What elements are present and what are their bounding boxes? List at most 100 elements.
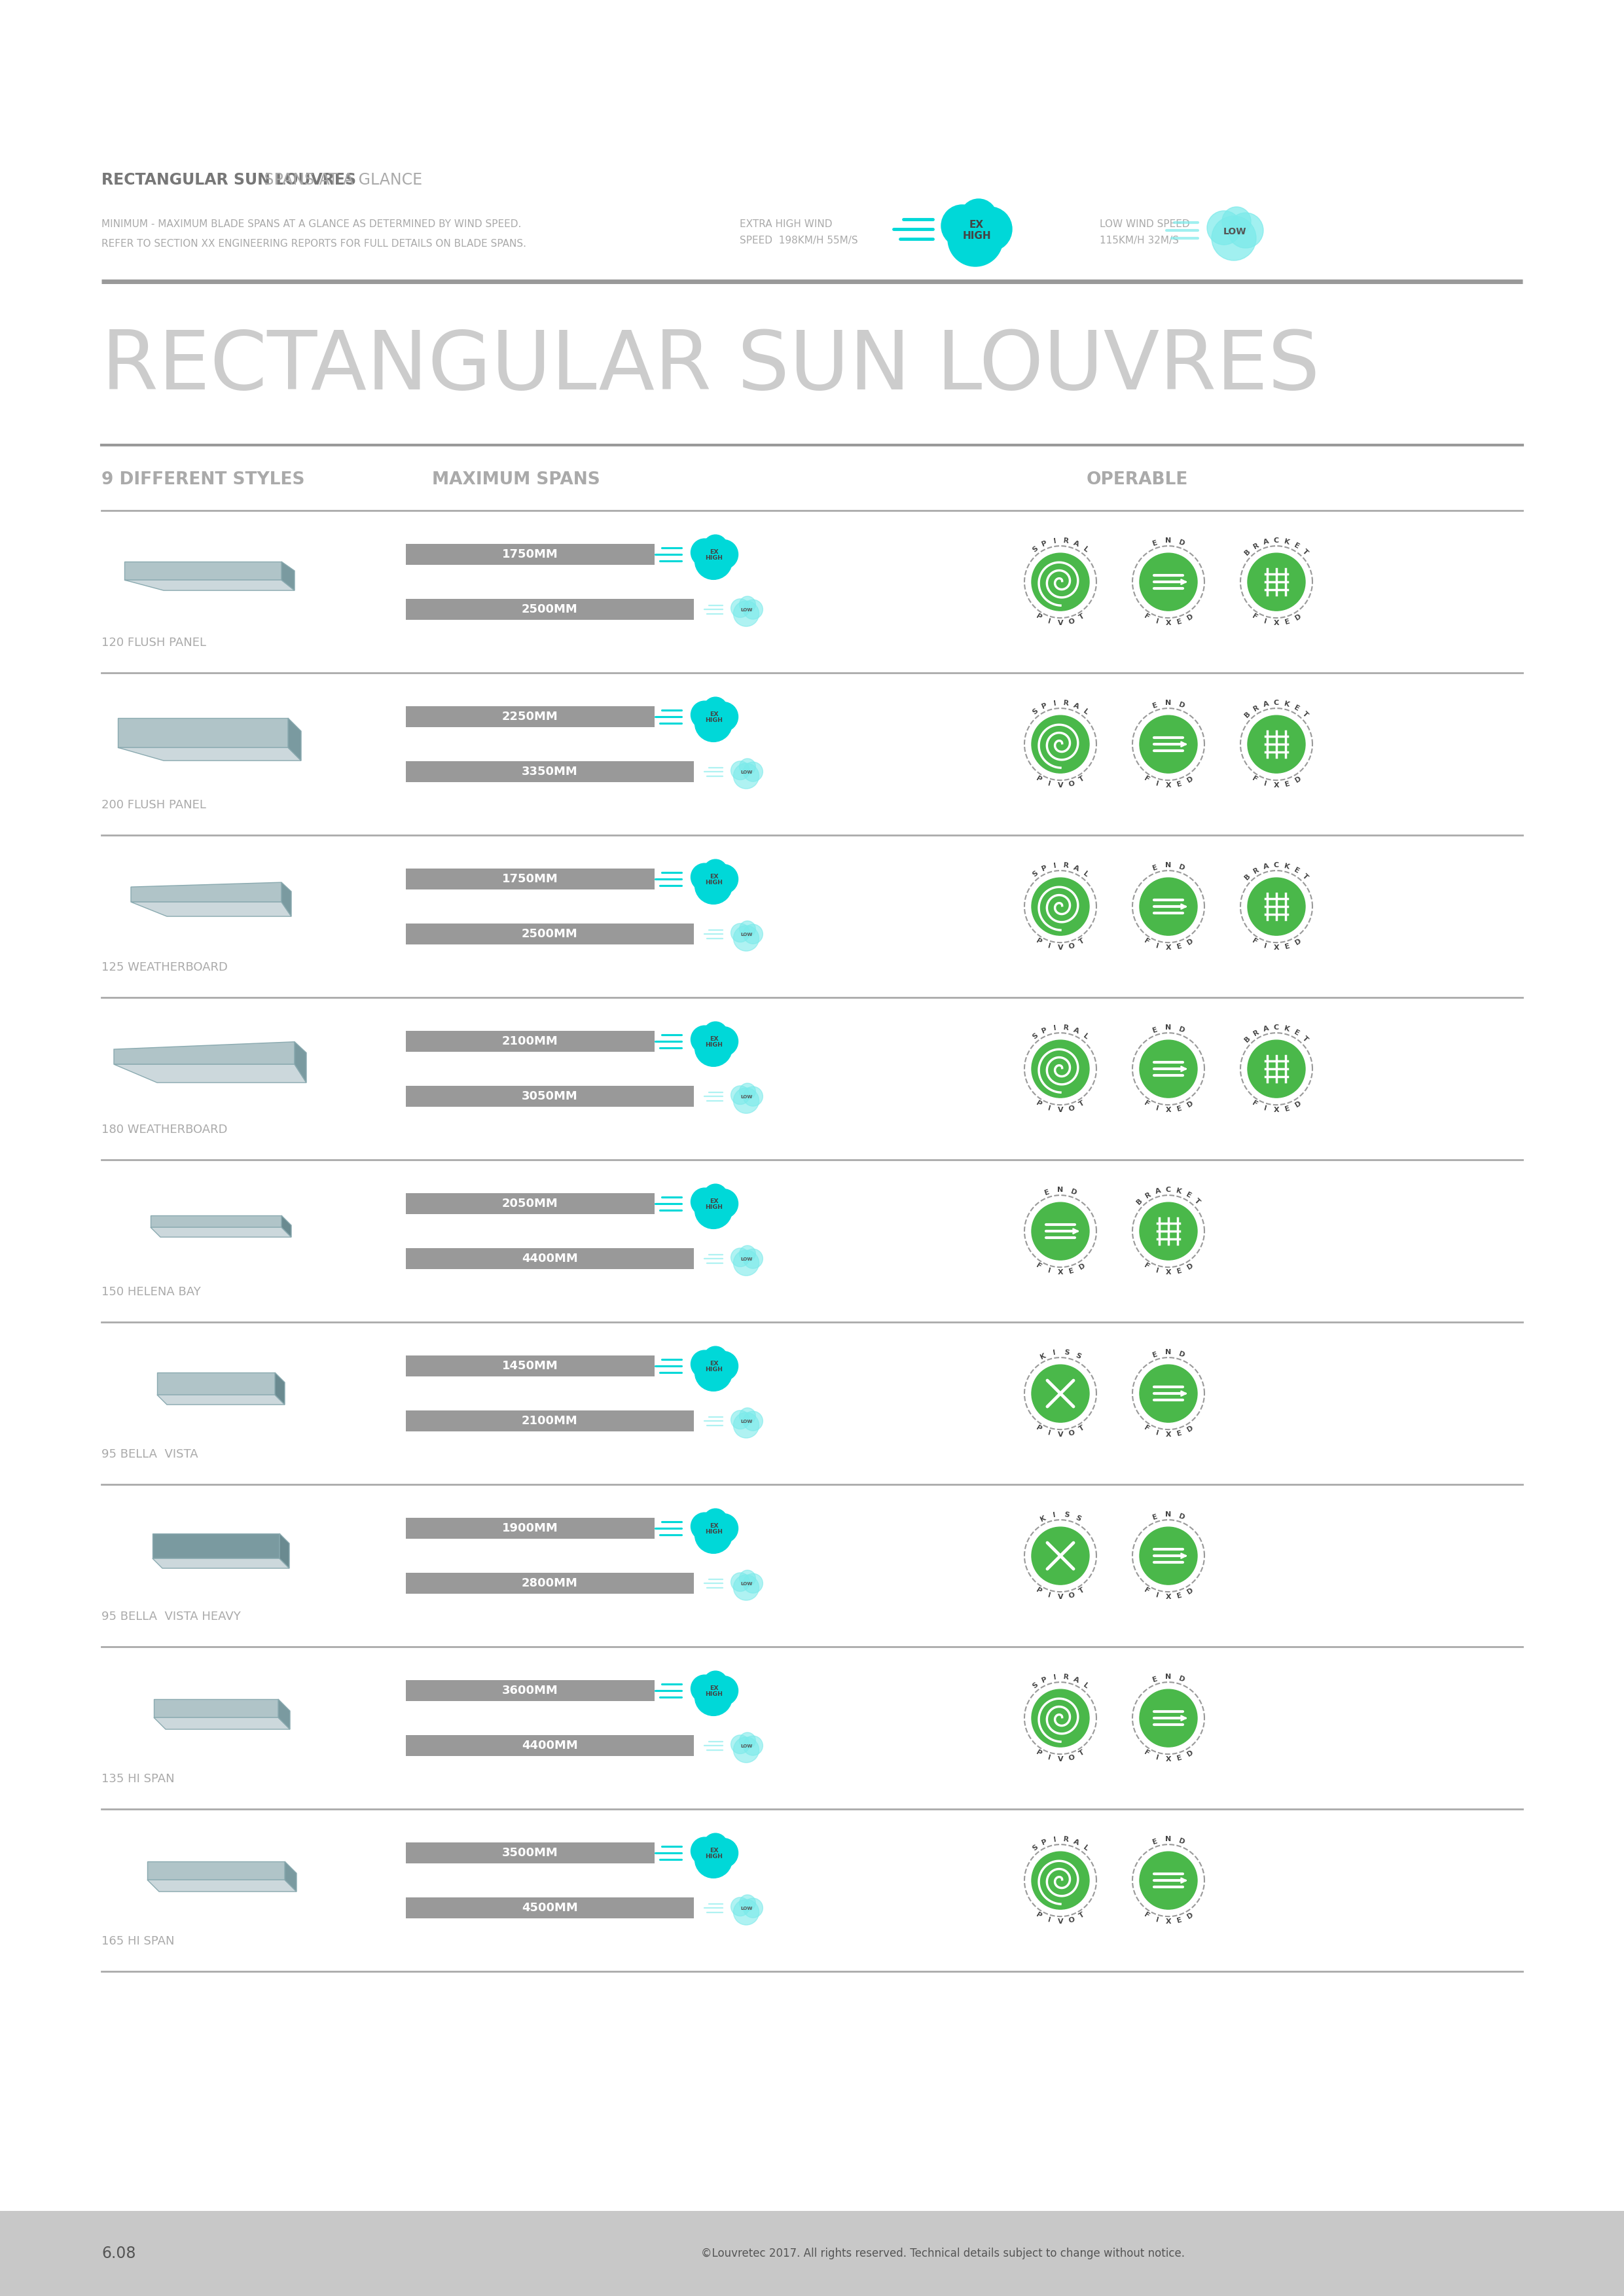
Text: I: I (1047, 944, 1051, 951)
Polygon shape (132, 882, 281, 902)
Text: O: O (1067, 1754, 1075, 1761)
Text: S: S (1064, 1350, 1070, 1357)
Text: 2050MM: 2050MM (502, 1199, 559, 1210)
Circle shape (1031, 1203, 1090, 1261)
Text: I: I (1054, 863, 1057, 870)
Circle shape (703, 1671, 728, 1694)
Circle shape (708, 1026, 737, 1056)
Polygon shape (153, 1559, 289, 1568)
Text: D: D (1186, 1910, 1194, 1919)
FancyBboxPatch shape (406, 923, 693, 944)
Text: P: P (1034, 776, 1043, 783)
Text: 95 BELLA  VISTA: 95 BELLA VISTA (101, 1449, 198, 1460)
Text: P: P (1041, 866, 1047, 872)
Text: P: P (1034, 1587, 1043, 1596)
Text: LOW: LOW (741, 608, 752, 611)
Text: EX
HIGH: EX HIGH (705, 549, 723, 560)
Text: LOW: LOW (741, 1258, 752, 1261)
Text: D: D (1177, 1676, 1186, 1683)
Circle shape (734, 1738, 758, 1763)
Circle shape (708, 1839, 737, 1867)
Text: C: C (1273, 861, 1280, 868)
Text: A: A (1072, 1026, 1080, 1035)
Text: E: E (1176, 1591, 1182, 1600)
Circle shape (1031, 1527, 1090, 1584)
FancyBboxPatch shape (406, 599, 693, 620)
Text: I: I (1155, 944, 1160, 951)
Polygon shape (154, 1699, 278, 1717)
Polygon shape (148, 1880, 297, 1892)
Text: P: P (1034, 1100, 1043, 1109)
Text: E: E (1151, 700, 1158, 709)
Text: N: N (1166, 537, 1171, 544)
Text: D: D (1070, 1187, 1078, 1196)
Text: MAXIMUM SPANS: MAXIMUM SPANS (432, 471, 601, 489)
Text: I: I (1054, 537, 1057, 544)
Text: LOW: LOW (741, 1906, 752, 1910)
Text: S: S (1031, 1033, 1039, 1040)
Text: S: S (1031, 707, 1039, 716)
Circle shape (731, 923, 750, 941)
Text: D: D (1177, 1513, 1186, 1520)
Circle shape (1031, 1364, 1090, 1421)
Text: LOW: LOW (741, 1419, 752, 1424)
Circle shape (739, 921, 755, 937)
Text: LOW WIND SPEED: LOW WIND SPEED (1099, 218, 1190, 230)
Text: D: D (1186, 1100, 1194, 1109)
Text: 4500MM: 4500MM (521, 1901, 578, 1915)
Circle shape (1247, 553, 1306, 611)
Text: LOW: LOW (741, 1745, 752, 1747)
Circle shape (1031, 716, 1090, 774)
Text: E: E (1151, 1513, 1158, 1520)
Text: D: D (1177, 540, 1186, 546)
Text: B: B (1244, 709, 1252, 719)
Text: 180 WEATHERBOARD: 180 WEATHERBOARD (101, 1125, 227, 1137)
Circle shape (695, 1192, 732, 1228)
Text: K: K (1283, 700, 1291, 707)
Text: D: D (1177, 1837, 1186, 1846)
Text: E: E (1151, 1837, 1158, 1846)
Circle shape (731, 1896, 750, 1917)
Text: ©Louvretec 2017. All rights reserved. Technical details subject to change withou: ©Louvretec 2017. All rights reserved. Te… (702, 2248, 1186, 2259)
Text: X: X (1166, 783, 1171, 790)
Text: P: P (1041, 540, 1047, 549)
Circle shape (690, 863, 718, 891)
FancyBboxPatch shape (406, 1086, 693, 1107)
Circle shape (1228, 214, 1263, 248)
Circle shape (1247, 716, 1306, 774)
Circle shape (744, 1899, 763, 1917)
Text: I: I (1054, 1024, 1057, 1031)
Circle shape (703, 535, 728, 558)
Text: O: O (1067, 1428, 1075, 1437)
Text: N: N (1166, 861, 1171, 868)
Text: P: P (1034, 613, 1043, 622)
Circle shape (708, 703, 737, 732)
Text: SPANS AT A GLANCE: SPANS AT A GLANCE (260, 172, 422, 188)
Polygon shape (153, 1534, 279, 1559)
Circle shape (731, 599, 750, 618)
Text: D: D (1294, 776, 1302, 783)
FancyBboxPatch shape (406, 868, 654, 889)
Text: E: E (1176, 1430, 1182, 1437)
Polygon shape (287, 719, 300, 760)
Text: L: L (1082, 546, 1090, 553)
Text: RECTANGULAR SUN LOUVRES: RECTANGULAR SUN LOUVRES (101, 172, 356, 188)
Text: LOW: LOW (741, 1095, 752, 1100)
Text: EXTRA HIGH WIND: EXTRA HIGH WIND (739, 218, 831, 230)
Text: A: A (1072, 1839, 1080, 1846)
FancyBboxPatch shape (406, 1194, 654, 1215)
Circle shape (695, 705, 732, 742)
Text: X: X (1273, 620, 1280, 627)
Text: N: N (1166, 1511, 1171, 1518)
Text: E: E (1151, 1350, 1158, 1359)
Text: I: I (1047, 781, 1051, 788)
Polygon shape (279, 1534, 289, 1568)
Text: X: X (1166, 1919, 1171, 1924)
Circle shape (695, 1678, 732, 1715)
Text: O: O (1067, 1917, 1075, 1924)
Text: L: L (1082, 1033, 1090, 1040)
Text: D: D (1186, 937, 1194, 946)
Circle shape (734, 925, 758, 951)
Text: R: R (1062, 700, 1069, 707)
Text: RECTANGULAR SUN LOUVRES: RECTANGULAR SUN LOUVRES (101, 328, 1320, 406)
